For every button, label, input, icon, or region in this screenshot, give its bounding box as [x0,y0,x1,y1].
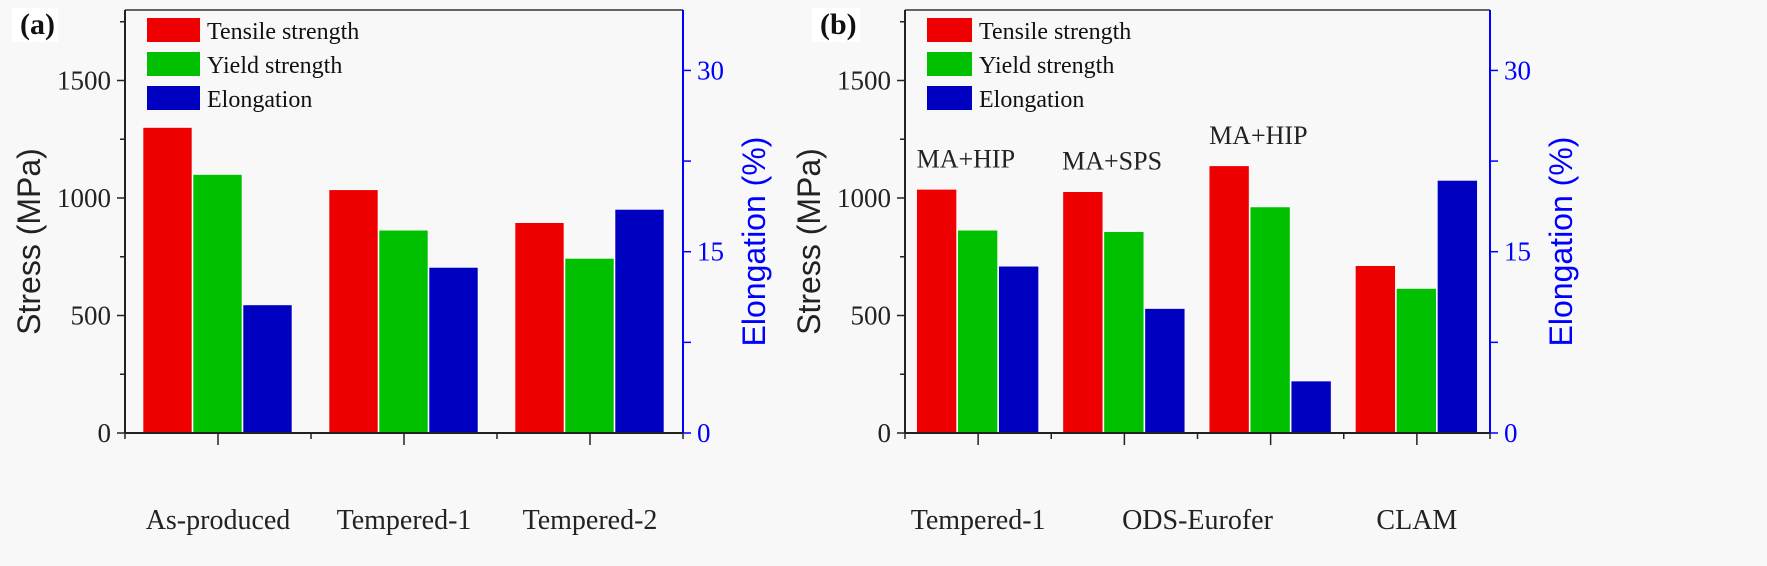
bar-elongation [998,265,1039,434]
panel-label: (b) [820,8,857,41]
bar-elongation [242,304,293,434]
bar-yield-strength [564,258,615,434]
bar-tensile-strength [514,222,565,434]
y-tick-label: 0 [98,418,112,448]
x-tick-label: Tempered-2 [523,505,658,536]
y2-tick-label: 0 [697,418,711,448]
bar-elongation [428,267,479,434]
legend-label: Elongation [979,87,1084,113]
bar-tensile-strength [916,189,957,434]
y-tick-label: 1000 [57,183,111,213]
bar-elongation [1290,380,1332,434]
bar-tensile-strength [1355,265,1396,434]
legend-swatch [147,18,200,42]
panel-a: 0 500 1000 1500 0 15 30 As-produced Tempered-1 Te… [11,8,772,536]
bar-yield-strength [957,229,998,434]
panel-label-bg [812,8,860,42]
legend-label: Yield strength [207,53,342,79]
y-tick-label: 1500 [837,66,891,96]
y-tick-label: 1500 [57,66,111,96]
bar-elongation [1437,180,1478,434]
y-tick-label: 500 [851,301,892,331]
bar-tensile-strength [1208,165,1250,434]
y-tick-label: 0 [878,418,892,448]
y-tick-label: 500 [71,301,112,331]
bar-elongation [1144,308,1186,434]
legend-swatch [927,86,972,110]
y2-tick-label: 30 [697,55,724,85]
panel-label-bg [12,8,58,42]
bar-yield-strength [192,174,243,434]
legend-swatch [147,86,200,110]
panel-label: (a) [20,8,55,41]
legend-label: Tensile strength [207,19,359,45]
legend-swatch [927,18,972,42]
bar-tensile-strength [328,189,379,434]
legend-label: Tensile strength [979,19,1131,45]
x-tick-label: Tempered-1 [911,505,1046,536]
x-tick-label: Tempered-1 [337,505,472,536]
x-tick-label: As-produced [146,505,291,536]
bar-annotation: MA+HIP [917,144,1015,173]
x-tick-label: ODS-Eurofer [1122,505,1274,536]
y-tick-label: 1000 [837,183,891,213]
y2-tick-label: 15 [697,237,724,267]
panel-b: 0 500 1000 1500 0 15 30 Tempered-1 ODS-Eurofer CL… [791,8,1579,536]
bar-annotation: MA+SPS [1062,147,1162,176]
legend-swatch [927,52,972,76]
y2-axis-label: Elongation (%) [1543,137,1579,347]
legend-swatch [147,52,200,76]
legend-label: Yield strength [979,53,1114,79]
y2-tick-label: 15 [1504,237,1531,267]
y-axis-label: Stress (MPa) [791,148,827,335]
y2-tick-label: 30 [1504,55,1531,85]
bar-yield-strength [1396,288,1437,434]
bar-yield-strength [378,229,429,434]
legend-label: Elongation [207,87,312,113]
y2-tick-label: 0 [1504,418,1518,448]
bar-yield-strength [1249,206,1291,434]
x-tick-label: CLAM [1376,505,1457,536]
bar-elongation [614,209,665,434]
bar-tensile-strength [142,127,193,434]
bar-yield-strength [1103,231,1145,434]
y-axis-label: Stress (MPa) [11,148,47,335]
y2-axis-label: Elongation (%) [736,137,772,347]
bar-tensile-strength [1062,191,1104,434]
bar-annotation: MA+HIP [1209,121,1307,150]
